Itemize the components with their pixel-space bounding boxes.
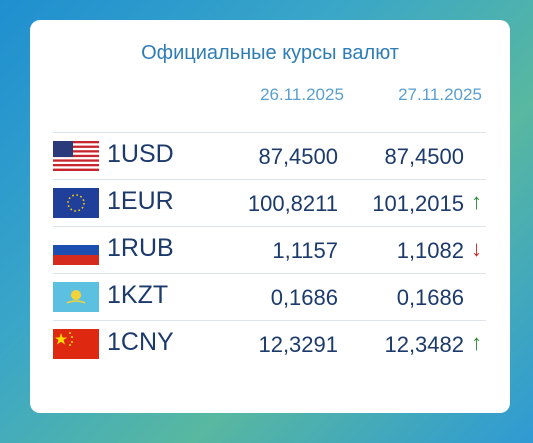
rate: 12,3482 [384,332,464,357]
row: 1RUB 1,1157 1,1082 ↓ [53,226,486,274]
rate: 1,1157 [272,238,338,263]
row: 1EUR 100,8211 101,2015 ↑ [53,179,486,227]
currency: 1USD [107,140,174,168]
row: 1CNY 12,3291 12,3482 ↑ [53,320,486,368]
trend-arrow: ↓ [471,236,482,261]
currency: 1RUB [107,234,174,262]
rate: 87,4500 [384,144,464,169]
rate: 12,3291 [258,332,338,357]
currency: 1KZT [107,281,169,309]
title: Официальные курсы валют [141,42,399,64]
trend-arrow: ↑ [471,189,482,214]
date: 26.11.2025 [260,85,344,104]
date: 27.11.2025 [398,85,482,104]
rate: 87,4500 [258,144,338,169]
row: 1USD 87,4500 87,4500 [53,132,486,180]
flag-eu [53,188,99,218]
flag-cn [53,329,99,359]
row: 1KZT 0,1686 0,1686 [53,273,486,321]
rate: 1,1082 [396,238,464,263]
rate: 101,2015 [372,191,464,216]
flag-ru [53,235,99,265]
rate: 0,1686 [396,285,464,310]
flag-us [53,141,99,171]
flag-kz [53,282,99,312]
rate: 100,8211 [247,191,338,216]
trend-arrow: ↑ [471,330,482,355]
currency: 1CNY [107,328,174,356]
rates-card: Официальные курсы валют 26.11.2025 27.11… [30,20,510,413]
currency: 1EUR [107,187,174,215]
rate: 0,1686 [270,285,338,310]
